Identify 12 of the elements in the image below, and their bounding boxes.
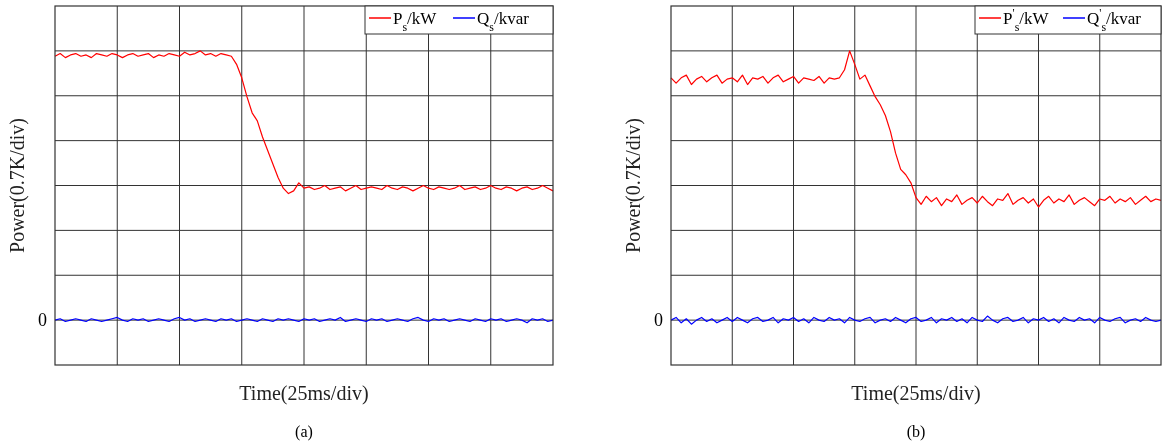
legend-label: P$^{'}$$_{s}$/kW	[1003, 6, 1050, 34]
y-axis-title: Power(0.7K/div)	[6, 118, 29, 253]
x-axis-title: Time(25ms/div)	[239, 382, 369, 405]
text: 0	[38, 310, 47, 331]
x-axis-title: Time(25ms/div)	[851, 382, 981, 405]
legend-label: Q$_{s}$/kvar	[477, 9, 530, 34]
legend-label: P$_{s}$/kW	[393, 9, 438, 34]
text: (b)	[906, 423, 926, 441]
text: 0	[654, 310, 663, 331]
legend-label: Q$^{'}$$_{s}$/kvar	[1087, 6, 1142, 34]
y-axis-title: Power(0.7K/div)	[622, 118, 645, 253]
text: (a)	[295, 423, 313, 441]
